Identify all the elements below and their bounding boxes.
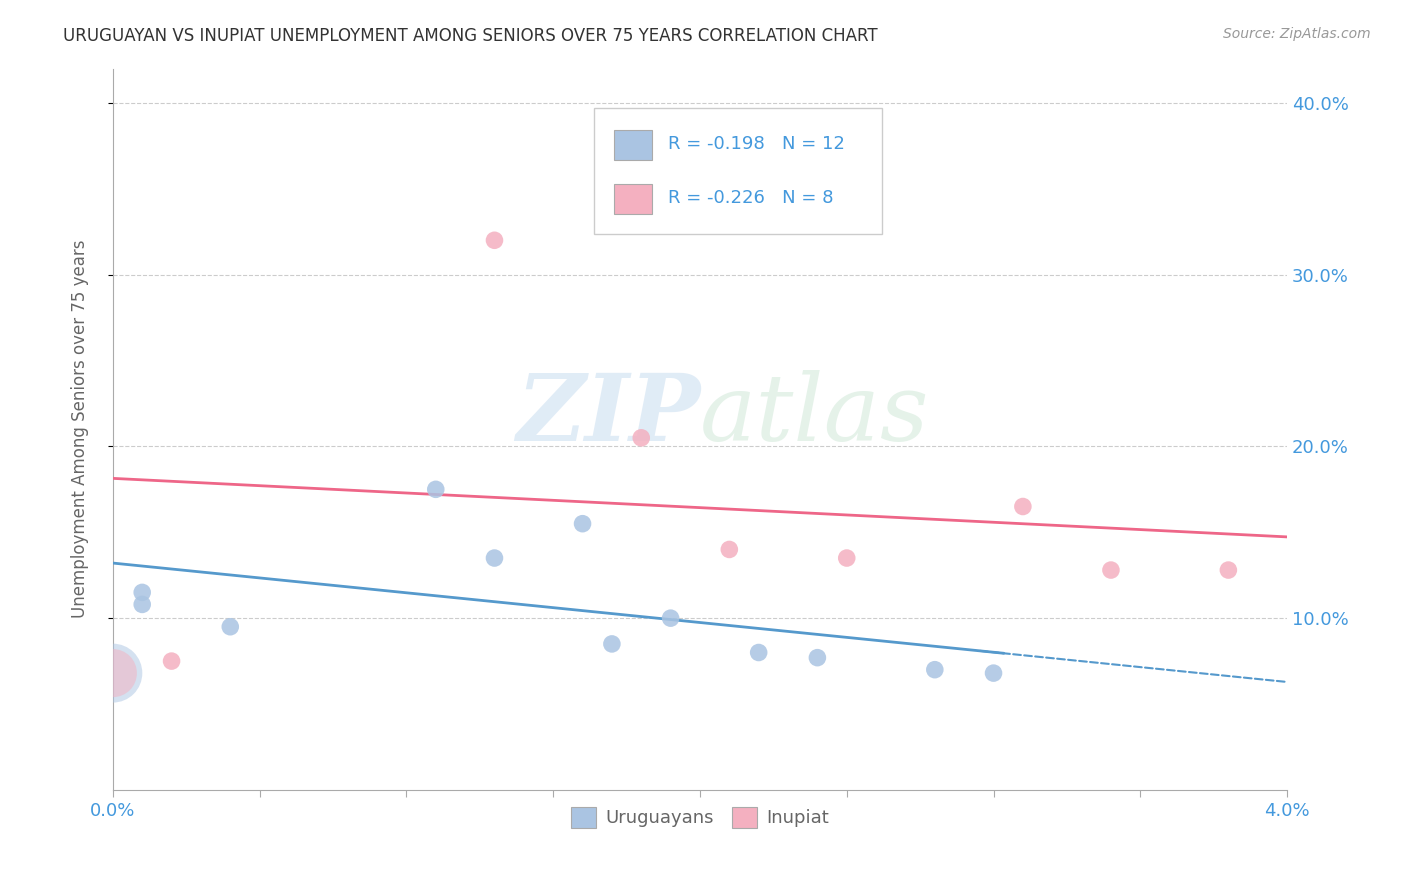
Point [835,551,858,566]
Text: R = -0.226   N = 8: R = -0.226 N = 8 [668,189,834,207]
Point [219,620,242,634]
Text: URUGUAYAN VS INUPIAT UNEMPLOYMENT AMONG SENIORS OVER 75 YEARS CORRELATION CHART: URUGUAYAN VS INUPIAT UNEMPLOYMENT AMONG … [63,27,877,45]
Point [659,611,682,625]
Text: R = -0.198   N = 12: R = -0.198 N = 12 [668,136,845,153]
Y-axis label: Unemployment Among Seniors over 75 years: Unemployment Among Seniors over 75 years [72,240,89,618]
Point [806,650,828,665]
Point [983,666,1005,681]
Bar [614,184,652,214]
Point [1218,563,1240,577]
Point [924,663,946,677]
Point [1012,500,1035,514]
Point [718,542,741,557]
Point [160,654,183,668]
Point [101,666,124,681]
Text: ZIP: ZIP [516,370,700,459]
Point [1099,563,1122,577]
Bar [614,130,652,161]
Point [748,646,770,660]
Point [131,598,153,612]
Legend: Uruguayans, Inupiat: Uruguayans, Inupiat [564,800,837,835]
Point [101,666,124,681]
Text: atlas: atlas [700,370,929,459]
Point [571,516,593,531]
Point [484,233,506,247]
Text: Source: ZipAtlas.com: Source: ZipAtlas.com [1223,27,1371,41]
FancyBboxPatch shape [595,108,882,235]
Point [600,637,623,651]
Point [630,431,652,445]
Point [484,551,506,566]
Point [425,483,447,497]
Point [131,585,153,599]
